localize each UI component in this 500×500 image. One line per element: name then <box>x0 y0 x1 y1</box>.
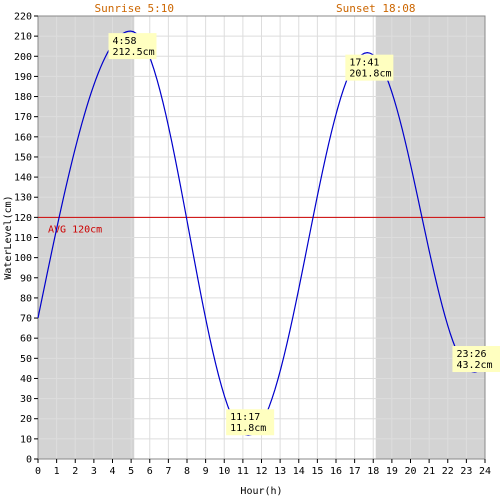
x-tick-label: 21 <box>423 466 435 477</box>
extreme-label-box <box>452 346 500 373</box>
extreme-label-box <box>226 409 275 436</box>
x-tick-label: 12 <box>255 466 267 477</box>
y-tick-label: 80 <box>20 293 32 304</box>
x-tick-label: 14 <box>293 466 305 477</box>
y-tick-label: 130 <box>14 193 32 204</box>
x-tick-label: 22 <box>442 466 454 477</box>
x-tick-label: 15 <box>311 466 323 477</box>
extreme-time-label: 23:26 <box>456 349 486 360</box>
y-tick-label: 20 <box>20 414 32 425</box>
average-label: AVG 120cm <box>48 224 102 235</box>
y-tick-label: 0 <box>26 455 32 466</box>
extreme-level-label: 11.8cm <box>230 423 266 434</box>
x-tick-label: 10 <box>218 466 230 477</box>
x-tick-label: 7 <box>165 466 171 477</box>
y-axis-title: WaterLevel(cm) <box>3 195 14 279</box>
x-tick-label: 23 <box>460 466 472 477</box>
y-tick-label: 180 <box>14 92 32 103</box>
y-tick-label: 120 <box>14 213 32 224</box>
x-tick-label: 11 <box>237 466 249 477</box>
extreme-label-box <box>345 54 394 81</box>
extreme-time-label: 11:17 <box>230 412 260 423</box>
extreme-time-label: 17:41 <box>349 58 379 69</box>
x-tick-label: 8 <box>184 466 190 477</box>
x-tick-label: 2 <box>72 466 78 477</box>
x-tick-label: 17 <box>349 466 361 477</box>
x-tick-label: 18 <box>367 466 379 477</box>
y-tick-label: 50 <box>20 354 32 365</box>
y-tick-label: 110 <box>14 233 32 244</box>
y-tick-label: 100 <box>14 253 32 264</box>
y-tick-label: 30 <box>20 394 32 405</box>
x-tick-label: 24 <box>479 466 491 477</box>
y-tick-label: 190 <box>14 72 32 83</box>
sunset-label: Sunset 18:08 <box>336 2 415 15</box>
y-tick-label: 210 <box>14 32 32 43</box>
x-axis-title: Hour(h) <box>240 486 282 497</box>
x-tick-label: 13 <box>274 466 286 477</box>
x-tick-label: 16 <box>330 466 342 477</box>
x-tick-label: 0 <box>35 466 41 477</box>
y-tick-label: 70 <box>20 314 32 325</box>
extreme-time-label: 4:58 <box>113 36 137 47</box>
y-tick-label: 140 <box>14 173 32 184</box>
y-tick-label: 90 <box>20 273 32 284</box>
y-tick-label: 40 <box>20 374 32 385</box>
sunrise-label: Sunrise 5:10 <box>94 2 173 15</box>
extreme-level-label: 43.2cm <box>456 360 492 371</box>
extreme-label-box <box>108 33 157 60</box>
x-tick-label: 5 <box>128 466 134 477</box>
x-tick-label: 19 <box>386 466 398 477</box>
x-tick-label: 20 <box>404 466 416 477</box>
y-tick-label: 200 <box>14 52 32 63</box>
y-tick-label: 10 <box>20 434 32 445</box>
x-tick-label: 1 <box>54 466 60 477</box>
extreme-level-label: 201.8cm <box>349 69 391 80</box>
x-tick-label: 4 <box>109 466 115 477</box>
x-tick-label: 3 <box>91 466 97 477</box>
x-tick-label: 9 <box>203 466 209 477</box>
y-tick-label: 170 <box>14 112 32 123</box>
y-tick-label: 150 <box>14 152 32 163</box>
y-tick-label: 60 <box>20 334 32 345</box>
y-tick-label: 160 <box>14 132 32 143</box>
extreme-level-label: 212.5cm <box>113 47 155 58</box>
y-tick-label: 220 <box>14 12 32 23</box>
x-tick-label: 6 <box>147 466 153 477</box>
